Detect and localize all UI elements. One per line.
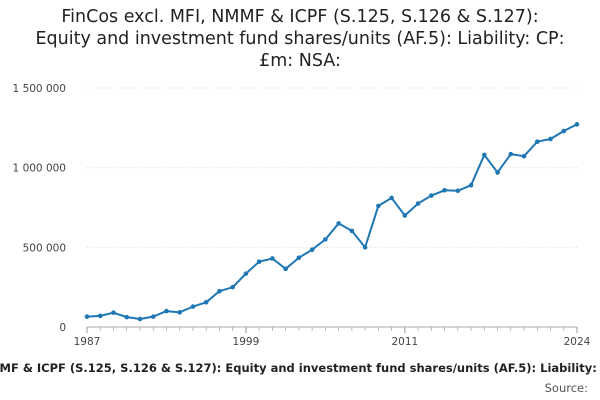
- data-point[interactable]: [309, 247, 315, 253]
- data-point[interactable]: [256, 259, 262, 264]
- axes: 0 500 000 1 000 000 1 500 000 1987 1999 2011 20…: [13, 83, 591, 348]
- data-point[interactable]: [389, 195, 394, 201]
- series-line: [86, 123, 578, 321]
- data-point[interactable]: [270, 256, 275, 261]
- series-layer: [84, 122, 580, 322]
- y-tick-label: 1 500 000: [13, 83, 66, 95]
- data-point[interactable]: [362, 245, 368, 250]
- data-point[interactable]: [97, 313, 103, 319]
- data-point[interactable]: [574, 122, 580, 127]
- data-point[interactable]: [84, 314, 90, 319]
- chart-title-line-2: Equity and investment fund shares/units …: [35, 29, 565, 49]
- data-point[interactable]: [230, 284, 235, 290]
- x-tick-label: 2011: [391, 336, 418, 348]
- data-point[interactable]: [243, 271, 249, 276]
- data-point[interactable]: [203, 300, 209, 305]
- data-point[interactable]: [508, 151, 514, 157]
- legend-series-text: FinCos excl. MFI, NMMF & ICPF (S.125, S.…: [0, 361, 600, 375]
- data-point[interactable]: [429, 193, 434, 198]
- data-point[interactable]: [296, 255, 302, 260]
- data-point[interactable]: [481, 152, 487, 158]
- data-point[interactable]: [217, 288, 222, 294]
- data-point[interactable]: [402, 213, 408, 218]
- data-point[interactable]: [534, 139, 540, 144]
- y-tick-label: 1 000 000: [13, 163, 66, 175]
- data-point[interactable]: [137, 316, 143, 322]
- chart-title: FinCos excl. MFI, NMMF & ICPF (S.125, S.…: [0, 6, 600, 72]
- data-point[interactable]: [283, 266, 288, 272]
- x-tick-label: 2024: [564, 336, 591, 348]
- data-point[interactable]: [190, 304, 196, 309]
- data-point[interactable]: [150, 314, 156, 319]
- data-point[interactable]: [521, 153, 527, 159]
- data-point[interactable]: [468, 182, 474, 188]
- data-point[interactable]: [124, 314, 130, 320]
- x-tick-label: 1987: [74, 336, 101, 348]
- data-point[interactable]: [376, 203, 381, 209]
- grid-lines: [87, 87, 577, 248]
- data-point[interactable]: [336, 221, 341, 226]
- data-point[interactable]: [164, 308, 169, 314]
- y-tick-label: 0: [59, 322, 66, 334]
- data-point[interactable]: [111, 310, 116, 315]
- y-tick-label: 500 000: [23, 242, 66, 254]
- data-point[interactable]: [561, 128, 567, 134]
- data-point[interactable]: [349, 228, 355, 234]
- x-tick-label: 1999: [233, 336, 260, 348]
- data-point[interactable]: [495, 170, 500, 175]
- data-point[interactable]: [177, 310, 183, 315]
- source-label: Source:: [544, 381, 588, 395]
- legend-series-label: FinCos excl. MFI, NMMF & ICPF (S.125, S.…: [0, 361, 600, 375]
- chart-title-line-3: £m: NSA:: [259, 51, 341, 71]
- data-point[interactable]: [455, 188, 461, 194]
- chart-title-line-1: FinCos excl. MFI, NMMF & ICPF (S.125, S.…: [61, 7, 539, 27]
- data-point[interactable]: [323, 237, 328, 242]
- data-point[interactable]: [415, 201, 421, 206]
- data-point[interactable]: [442, 187, 447, 193]
- data-point[interactable]: [548, 136, 553, 142]
